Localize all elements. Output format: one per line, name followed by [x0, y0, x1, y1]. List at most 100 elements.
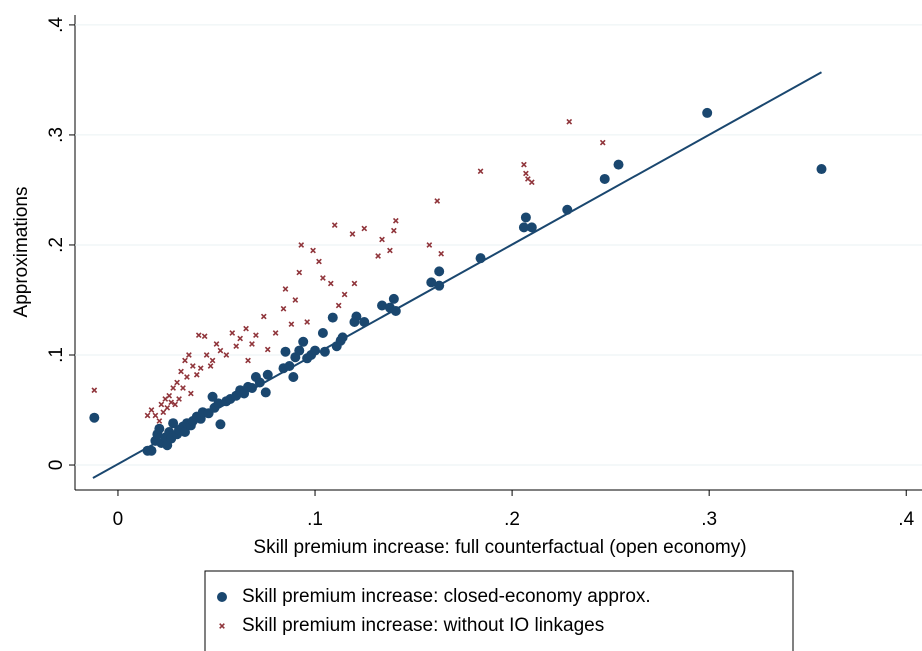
point: [351, 311, 362, 322]
point: [264, 346, 271, 353]
point: [599, 139, 606, 146]
point: [816, 164, 827, 175]
point: [260, 313, 267, 320]
point: [310, 247, 316, 254]
point: [160, 409, 167, 416]
x-tick-label: .1: [307, 509, 323, 530]
point: [702, 107, 713, 118]
point: [316, 258, 322, 265]
point: [249, 341, 255, 347]
point: [327, 280, 334, 287]
point: [317, 327, 328, 338]
y-tick-label: .1: [46, 347, 67, 363]
point: [388, 293, 399, 304]
point: [341, 291, 348, 298]
y-tick-label: .3: [46, 127, 67, 143]
legend: [204, 570, 794, 651]
point: [182, 357, 188, 364]
point: [477, 168, 484, 175]
point: [172, 401, 178, 408]
point: [327, 312, 338, 323]
point: [390, 305, 401, 316]
point: [178, 368, 184, 375]
point: [562, 204, 573, 215]
point: [349, 231, 356, 237]
point: [359, 316, 370, 327]
point: [203, 352, 210, 358]
y-tick-label: .4: [46, 17, 67, 33]
point: [298, 336, 309, 347]
point: [146, 445, 157, 456]
point: [288, 371, 299, 382]
point: [186, 352, 192, 358]
x-tick-label: .4: [898, 509, 914, 530]
point: [246, 383, 257, 394]
point: [520, 212, 531, 223]
point: [201, 333, 208, 340]
point: [148, 407, 155, 413]
point: [229, 330, 236, 336]
point: [89, 412, 100, 423]
point: [217, 347, 224, 354]
point: [523, 170, 529, 177]
point: [243, 325, 249, 332]
point: [599, 173, 610, 184]
point: [310, 345, 321, 356]
point: [180, 385, 186, 391]
point: [166, 392, 173, 399]
y-tick-label: .2: [46, 237, 67, 253]
point: [195, 332, 202, 339]
point: [392, 217, 399, 224]
point: [613, 159, 624, 170]
point: [475, 253, 486, 264]
legend-label: Skill premium increase: closed-economy a…: [242, 586, 651, 607]
point: [377, 300, 388, 311]
point: [434, 280, 445, 291]
point: [304, 319, 311, 325]
point: [280, 305, 287, 312]
x-tick-label: .2: [504, 509, 520, 530]
point: [176, 396, 182, 402]
point: [566, 118, 573, 125]
point: [390, 227, 397, 234]
point: [379, 236, 385, 243]
y-axis-title: Approximations: [11, 187, 32, 318]
point: [331, 222, 338, 229]
point: [91, 387, 98, 394]
point: [361, 225, 368, 232]
point: [207, 363, 214, 369]
point: [434, 198, 441, 204]
point: [434, 266, 445, 277]
point: [245, 357, 251, 364]
point: [223, 352, 230, 358]
point: [213, 341, 220, 347]
point: [337, 332, 348, 343]
point: [288, 321, 295, 328]
point: [296, 269, 303, 276]
point: [292, 297, 299, 303]
point: [282, 286, 289, 292]
point: [193, 371, 200, 378]
point: [233, 343, 240, 350]
point: [526, 222, 537, 233]
point: [294, 345, 305, 356]
point: [518, 222, 529, 233]
point: [168, 418, 179, 429]
point: [154, 423, 165, 434]
point: [521, 161, 527, 168]
x-axis-title: Skill premium increase: full counterfact…: [253, 537, 746, 558]
legend-label: Skill premium increase: without IO linka…: [242, 615, 604, 636]
legend-marker: [217, 592, 227, 602]
point: [298, 242, 305, 248]
point: [320, 275, 326, 281]
point: [260, 387, 271, 398]
point: [375, 253, 381, 259]
point: [254, 377, 265, 388]
point: [189, 363, 196, 369]
point: [170, 385, 177, 391]
point: [164, 404, 171, 411]
point: [280, 346, 291, 357]
point: [351, 280, 358, 287]
point: [207, 391, 218, 402]
